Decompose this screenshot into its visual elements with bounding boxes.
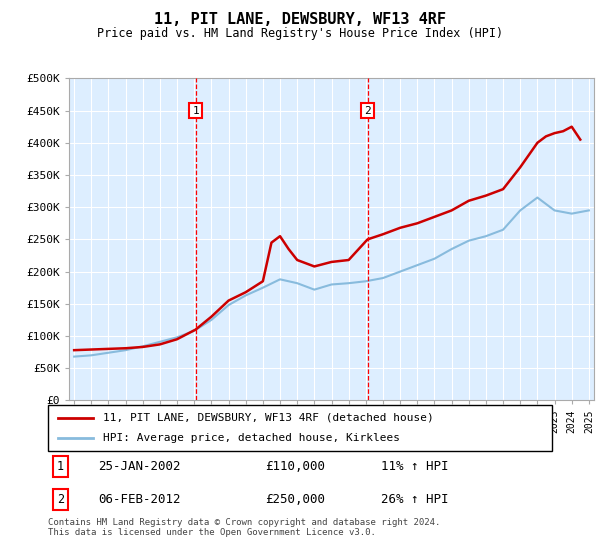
FancyBboxPatch shape (48, 405, 552, 451)
Text: £250,000: £250,000 (265, 493, 325, 506)
Text: 26% ↑ HPI: 26% ↑ HPI (380, 493, 448, 506)
Text: Contains HM Land Registry data © Crown copyright and database right 2024.
This d: Contains HM Land Registry data © Crown c… (48, 518, 440, 538)
Text: 11, PIT LANE, DEWSBURY, WF13 4RF: 11, PIT LANE, DEWSBURY, WF13 4RF (154, 12, 446, 27)
Text: Price paid vs. HM Land Registry's House Price Index (HPI): Price paid vs. HM Land Registry's House … (97, 27, 503, 40)
Text: 25-JAN-2002: 25-JAN-2002 (98, 460, 181, 473)
Text: 11, PIT LANE, DEWSBURY, WF13 4RF (detached house): 11, PIT LANE, DEWSBURY, WF13 4RF (detach… (103, 413, 434, 423)
Text: 11% ↑ HPI: 11% ↑ HPI (380, 460, 448, 473)
Text: 06-FEB-2012: 06-FEB-2012 (98, 493, 181, 506)
Text: HPI: Average price, detached house, Kirklees: HPI: Average price, detached house, Kirk… (103, 433, 400, 443)
Text: 1: 1 (57, 460, 64, 473)
Text: 2: 2 (364, 106, 371, 115)
Text: 2: 2 (57, 493, 64, 506)
Text: 1: 1 (192, 106, 199, 115)
Text: £110,000: £110,000 (265, 460, 325, 473)
